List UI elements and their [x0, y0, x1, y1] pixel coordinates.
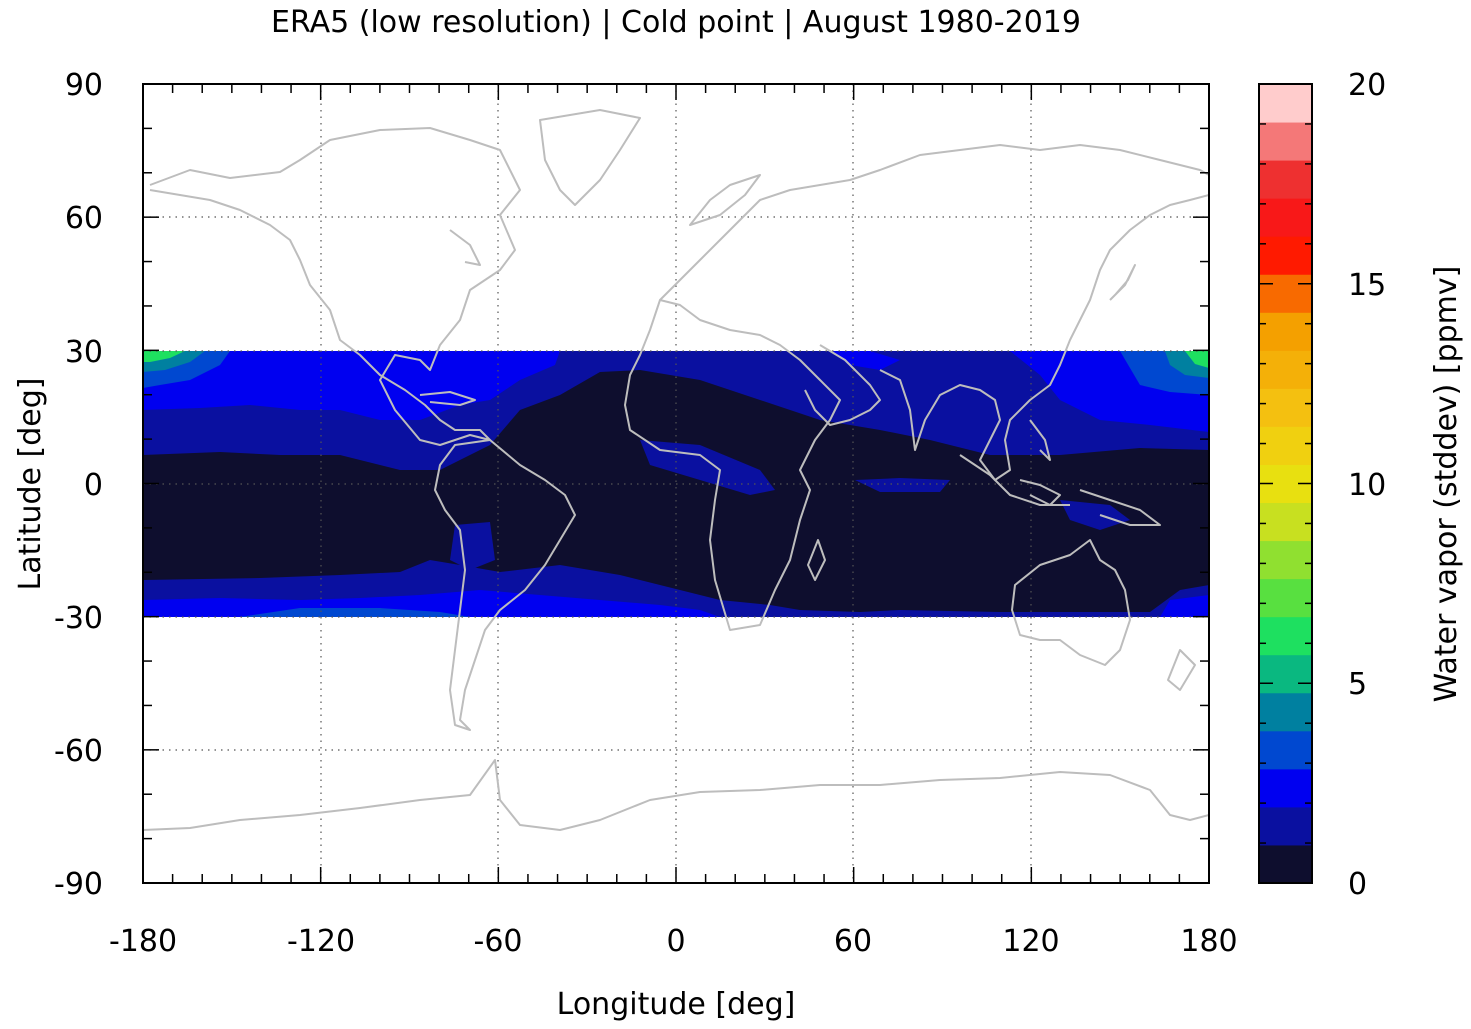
colorbar-segment — [1259, 768, 1312, 808]
x-tick-label: 60 — [834, 924, 872, 959]
x-axis-label: Longitude [deg] — [557, 987, 796, 1022]
x-tick-label: -60 — [474, 924, 523, 959]
field-band-peak-nw — [143, 351, 185, 362]
y-tick-label: 60 — [65, 201, 103, 236]
field-band-lowmid-africa — [640, 440, 775, 495]
colorbar-segment — [1259, 654, 1312, 694]
x-tick-label: -180 — [109, 924, 177, 959]
colorbar-segment — [1259, 426, 1312, 465]
colorbar-segment — [1259, 730, 1312, 770]
axis-ticks — [142, 83, 1210, 884]
y-axis-label: Latitude [deg] — [13, 378, 48, 591]
colorbar-tick-label: 5 — [1348, 667, 1367, 702]
colorbar-segment — [1259, 312, 1312, 351]
y-axis-tick-labels: 90 60 30 0 -30 -60 -90 — [54, 68, 103, 902]
y-tick-label: 90 — [65, 68, 103, 103]
colorbar-segment — [1259, 388, 1312, 427]
chart-title: ERA5 (low resolution) | Cold point | Aug… — [271, 5, 1081, 40]
colorbar-segment — [1259, 350, 1312, 389]
colorbar-segment — [1259, 540, 1312, 580]
colorbar-segment — [1259, 198, 1312, 237]
x-tick-label: 0 — [666, 924, 685, 959]
colorbar-tick-label: 0 — [1348, 867, 1367, 902]
colorbar-segment — [1259, 160, 1312, 199]
y-tick-label: -90 — [54, 867, 103, 902]
colorbar-segment — [1259, 84, 1312, 123]
colorbar-tick-label: 15 — [1348, 268, 1386, 303]
field-band-lowmid-indian — [855, 478, 950, 492]
y-tick-label: 30 — [65, 335, 103, 370]
colorbar-tick-labels: 20 15 10 5 0 — [1348, 68, 1386, 902]
colorbar-segment — [1259, 692, 1312, 732]
field-band-mid-sea — [830, 351, 900, 370]
field-band-lowmid-pacific — [1060, 500, 1130, 530]
coastlines — [143, 109, 1209, 831]
colorbar-label: Water vapor (stddev) [ppmv] — [1429, 266, 1464, 703]
colorbar-segment — [1259, 122, 1312, 161]
grid — [143, 84, 1209, 883]
field-band-peak-ne — [1185, 351, 1209, 368]
x-tick-label: 180 — [1180, 924, 1237, 959]
colorbar-segment — [1259, 578, 1312, 618]
colorbar-segment — [1259, 502, 1312, 542]
field-band-mid-south-east — [1160, 595, 1209, 617]
colorbar-tick-label: 20 — [1348, 68, 1386, 103]
x-tick-label: 120 — [1002, 924, 1059, 959]
colorbar-ticks — [1259, 83, 1312, 884]
colorbar-segment — [1259, 806, 1312, 846]
field-band-mid-north — [143, 351, 560, 420]
y-tick-label: 0 — [84, 468, 103, 503]
colorbar-segment — [1259, 844, 1312, 884]
colorbar-segment — [1259, 274, 1312, 313]
x-axis-tick-labels: -180 -120 -60 0 60 120 180 — [109, 924, 1238, 959]
colorbar-segment — [1259, 236, 1312, 275]
y-tick-label: -30 — [54, 601, 103, 636]
colorbar-tick-label: 10 — [1348, 468, 1386, 503]
colorbar-segment — [1259, 616, 1312, 656]
y-tick-label: -60 — [54, 734, 103, 769]
x-tick-label: -120 — [287, 924, 355, 959]
field-band-midhigh-south — [240, 608, 470, 617]
